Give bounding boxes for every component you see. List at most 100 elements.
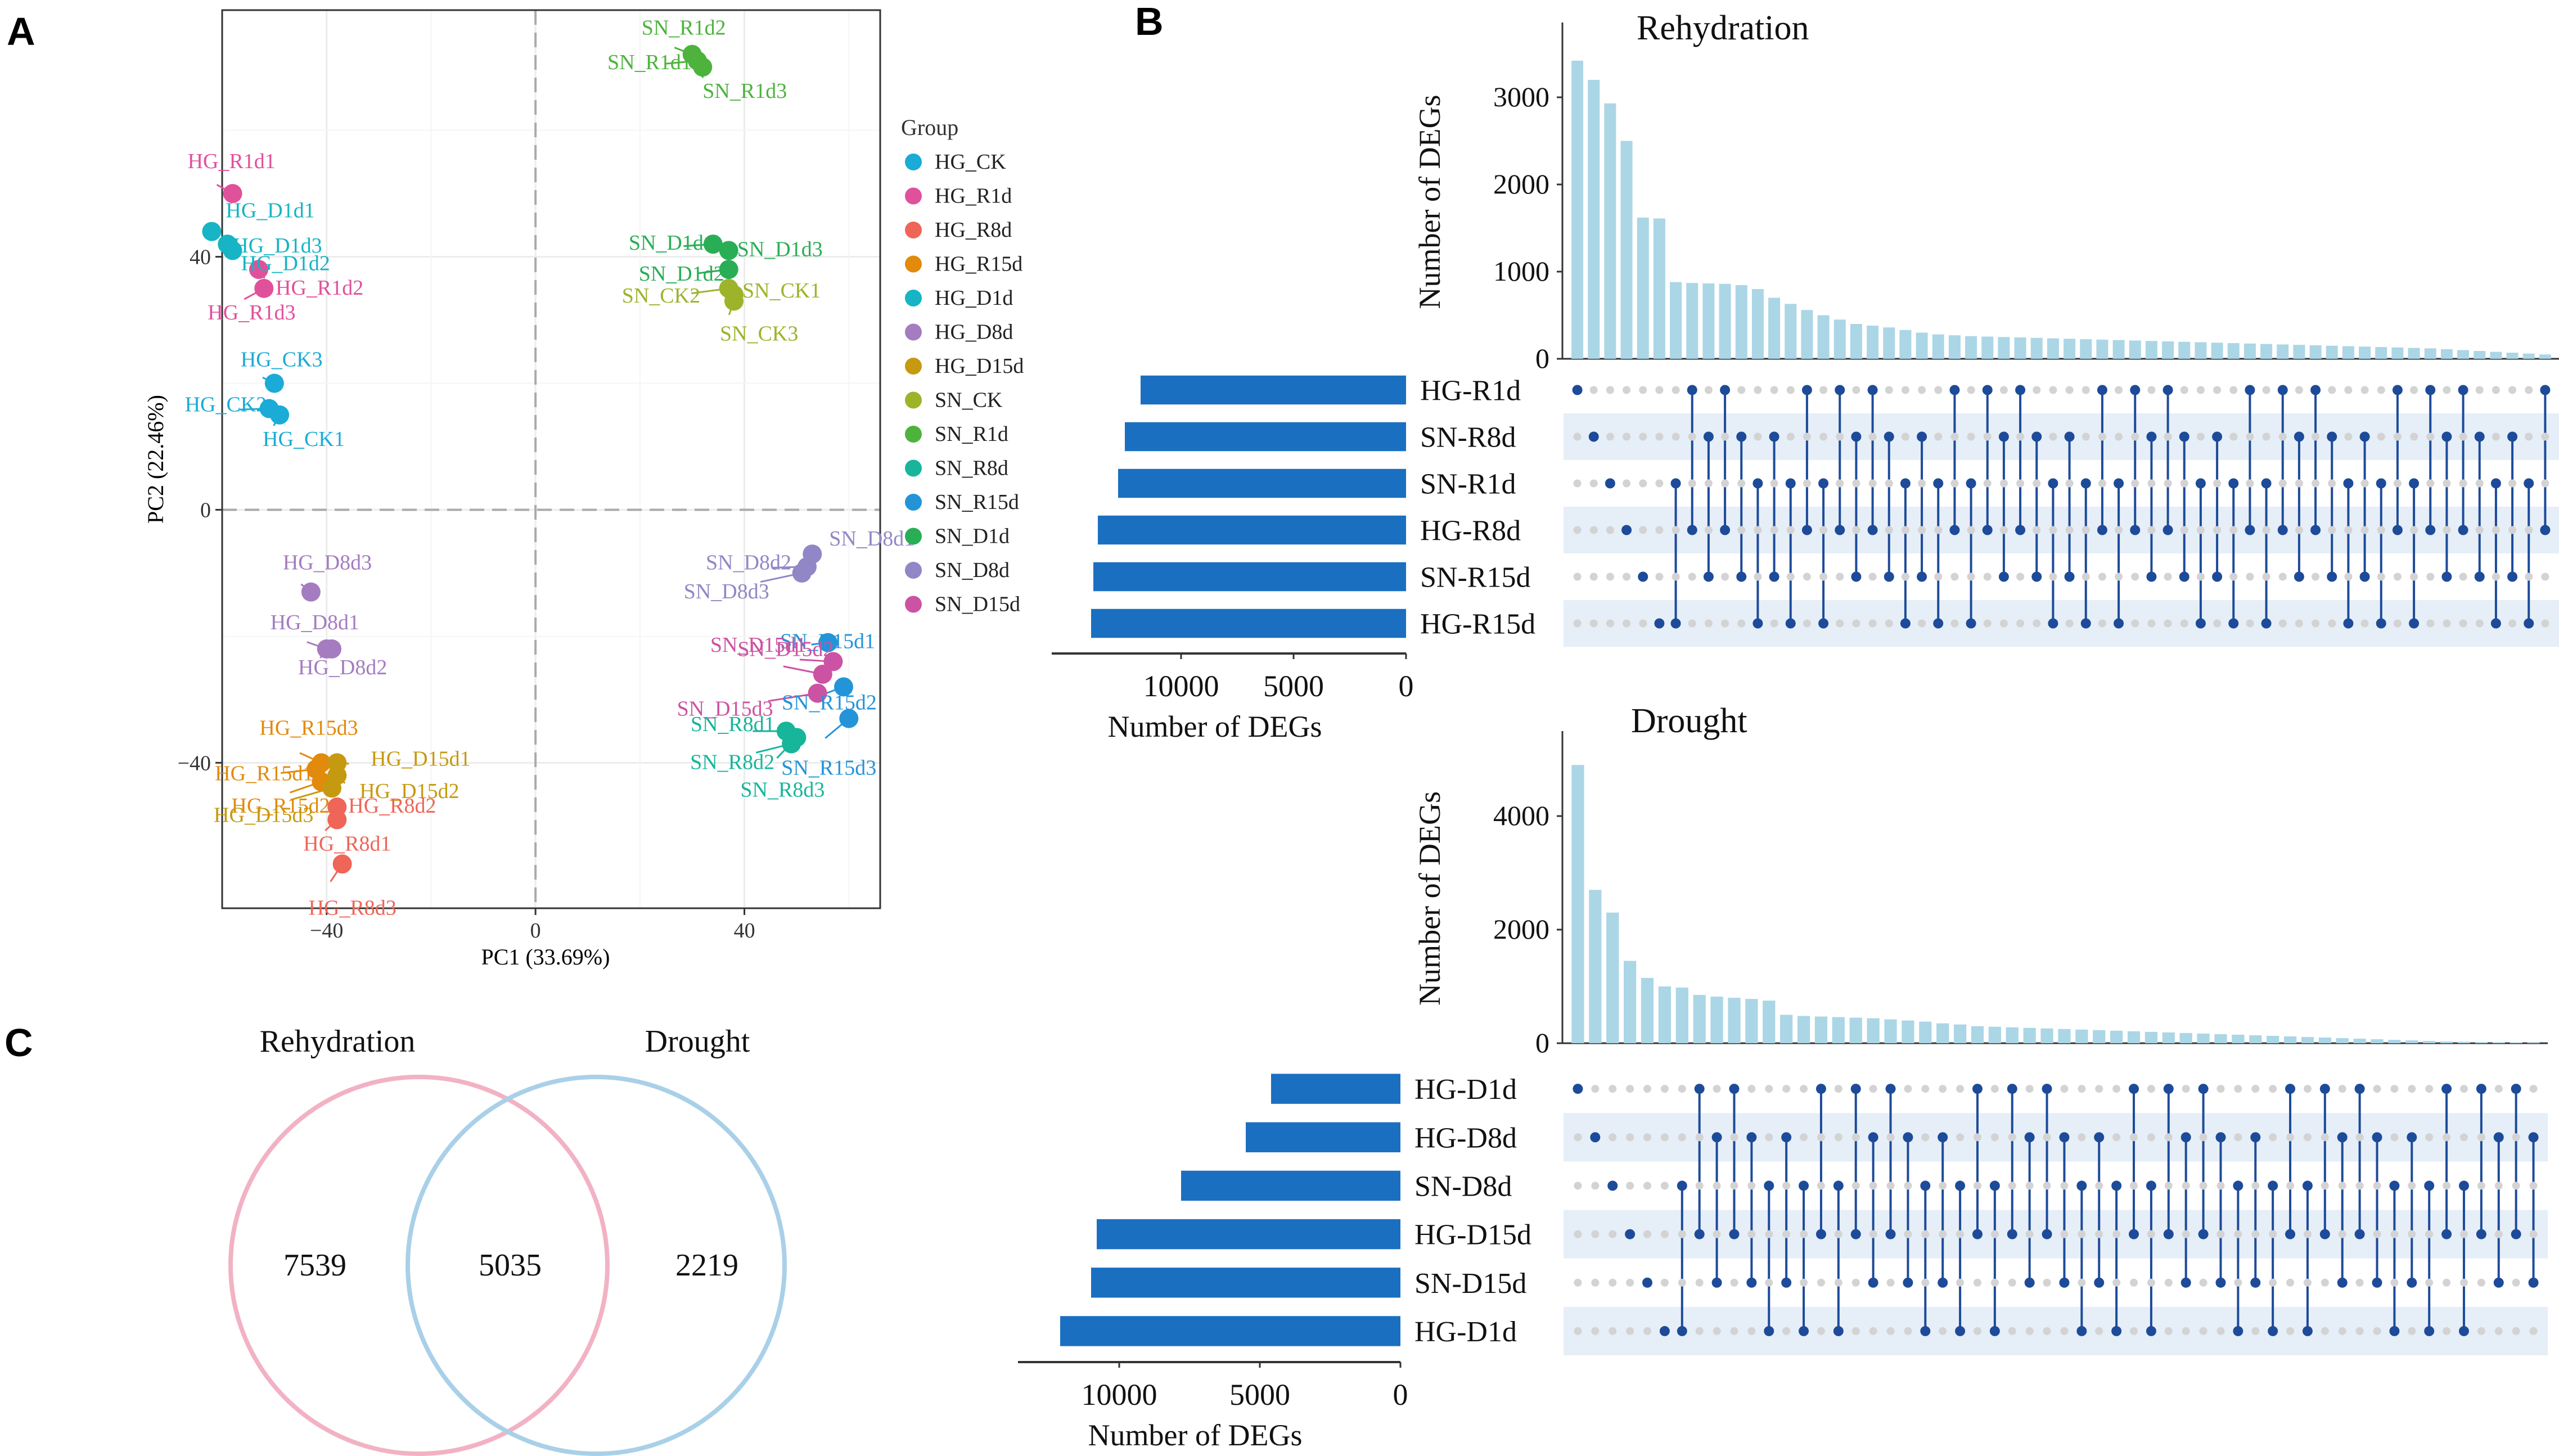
upset-dot-empty <box>1713 1230 1721 1238</box>
upset-dot-empty <box>1765 1230 1773 1238</box>
upset-intersection-bar <box>1588 80 1600 359</box>
upset-dot-empty <box>1589 619 1598 628</box>
upset-dot-empty <box>1921 1085 1930 1093</box>
upset-dot-empty <box>2098 479 2106 488</box>
upset-dot-empty <box>1678 1230 1686 1238</box>
upset-dot-empty <box>1688 573 1696 581</box>
upset-intersection-bar <box>2388 1039 2401 1043</box>
pca-point-label: SN_R1d3 <box>702 79 787 103</box>
upset-intersection-bar <box>2474 351 2486 359</box>
pca-legend-label: SN_D1d <box>935 525 1010 548</box>
upset-dot-empty <box>1639 479 1647 488</box>
upset-dot-empty <box>2269 1230 2277 1238</box>
upset-set-size-bar <box>1181 1170 1400 1201</box>
upset-set-tick-label: 0 <box>1399 669 1414 703</box>
pca-point <box>332 854 352 874</box>
upset-dot-empty <box>2025 1085 2034 1093</box>
pca-point-label: HG_R8d3 <box>309 896 397 919</box>
upset-dot-filled <box>2146 571 2157 582</box>
upset-intersection-bar <box>1988 1026 2001 1043</box>
upset-intersection-bar <box>2112 340 2125 359</box>
pca-point-label: HG_R1d2 <box>276 276 363 300</box>
upset-dot-empty <box>2541 432 2549 441</box>
venn-count-overlap: 5035 <box>479 1248 542 1283</box>
upset-dot-empty <box>1834 1085 1842 1093</box>
upset-dot-filled <box>2302 1180 2313 1191</box>
upset-dot-empty <box>2312 479 2320 488</box>
upset-dot-filled <box>1573 1084 1583 1094</box>
upset-intersection-bar <box>1653 218 1665 359</box>
upset-dot-empty <box>2295 386 2303 394</box>
upset-intersection-bar <box>2293 345 2305 359</box>
upset-dot-empty <box>2512 1182 2520 1190</box>
upset-dot-filled <box>1851 431 1862 442</box>
upset-dot-filled <box>1833 1180 1844 1191</box>
upset-intersection-bar <box>1604 103 1616 359</box>
upset-intersection-bar <box>2301 1036 2314 1043</box>
upset-dot-empty <box>2508 479 2517 488</box>
upset-dot-filled <box>2343 618 2354 629</box>
upset-dot-empty <box>1782 1230 1791 1238</box>
upset-dot-empty <box>2269 1133 2277 1142</box>
pca-point-label: HG_D8d3 <box>283 551 372 575</box>
upset-intersection-bar <box>1919 1021 1932 1043</box>
upset-dot-empty <box>1885 386 1893 394</box>
upset-dot-empty <box>2016 619 2025 628</box>
upset-intersection-bar <box>2371 1039 2384 1043</box>
upset-dot-filled <box>2310 385 2321 395</box>
upset-dot-empty <box>2477 1182 2485 1190</box>
upset-dot-empty <box>2095 1327 2103 1335</box>
upset-intersection-bar <box>1735 285 1747 359</box>
upset-dot-filled <box>2146 431 2157 442</box>
upset-intersection-bar <box>1571 765 1584 1043</box>
upset-intersection-bar <box>1801 310 1813 359</box>
upset-dot-empty <box>2131 573 2139 581</box>
upset-dot-filled <box>2409 478 2420 489</box>
upset-dot-filled <box>1687 525 1697 535</box>
upset-dot-empty <box>1973 1327 1981 1335</box>
upset-dot-empty <box>2164 1133 2173 1142</box>
upset-dot-empty <box>1803 573 1811 581</box>
pca-point-label: HG_CK1 <box>263 427 345 451</box>
upset-dot-filled <box>2250 1132 2261 1143</box>
upset-dot-filled <box>2114 618 2124 629</box>
upset-dot-empty <box>1704 386 1713 394</box>
upset-dot-empty <box>2199 1182 2207 1190</box>
pca-point-label: SN_R1d2 <box>642 16 726 40</box>
upset-dot-filled <box>2129 1084 2139 1094</box>
upset-dot-empty <box>1852 619 1860 628</box>
pca-x-tick-label: 40 <box>734 919 755 943</box>
upset-intersection-bar <box>2475 1042 2488 1043</box>
upset-dot-empty <box>2049 386 2057 394</box>
upset-dot-empty <box>2426 479 2435 488</box>
upset-dot-empty <box>2443 1133 2451 1142</box>
upset-dot-filled <box>1781 1132 1792 1143</box>
upset-dot-empty <box>2078 1278 2086 1287</box>
upset-dot-empty <box>1574 1278 1582 1287</box>
upset-dot-empty <box>2251 1327 2260 1335</box>
upset-dot-empty <box>1672 432 1680 441</box>
upset-dot-filled <box>1885 1229 1896 1239</box>
upset-dot-filled <box>2490 618 2501 629</box>
pca-point-label: HG_R15d1 <box>215 762 313 786</box>
upset-dot-empty <box>2112 1278 2121 1287</box>
upset-dot-empty <box>2269 1278 2277 1287</box>
upset-dot-filled <box>2042 1229 2052 1239</box>
upset-dot-empty <box>2295 479 2303 488</box>
pca-legend-label: SN_R15d <box>935 490 1019 514</box>
upset-dot-empty <box>1688 432 1696 441</box>
upset-dot-empty <box>1918 386 1926 394</box>
upset-set-size-bar <box>1125 422 1406 452</box>
upset-dot-filled <box>2024 1132 2035 1143</box>
upset-intersection-bar <box>1998 337 2010 359</box>
upset-dot-empty <box>2286 1133 2295 1142</box>
upset-dot-filled <box>2007 1084 2017 1094</box>
pca-point-label: SN_D1d2 <box>639 262 724 286</box>
upset-dot-empty <box>1950 432 1959 441</box>
upset-dot-filled <box>1638 571 1648 582</box>
upset-dot-empty <box>2049 573 2057 581</box>
pca-x-axis-label: PC1 (33.69%) <box>481 944 610 970</box>
upset-title: Drought <box>1631 702 1747 740</box>
upset-dot-empty <box>1655 573 1664 581</box>
upset-dot-filled <box>2392 385 2403 395</box>
